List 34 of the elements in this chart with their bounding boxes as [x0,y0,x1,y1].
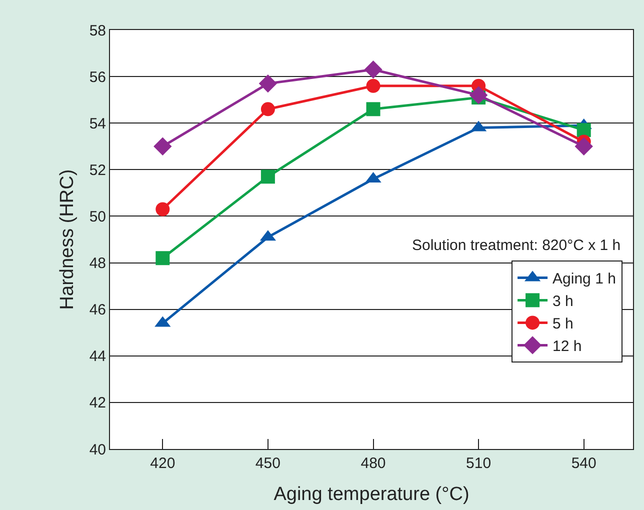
point [364,60,382,79]
y-tick-label: 52 [89,162,106,179]
x-tick-label: 420 [150,455,176,472]
x-tick-label: 510 [466,455,492,472]
y-tick-label: 50 [89,208,106,226]
legend-label: 12 h [552,338,582,356]
y-tick-label: 56 [89,68,106,86]
x-tick-label: 540 [571,455,596,472]
point [156,202,170,216]
x-axis-title: Aging temperature (°C) [274,484,470,505]
point [366,102,380,116]
point [260,170,275,184]
legend-label: 3 h [552,293,574,310]
legend-label: 5 h [552,316,574,333]
point [154,137,172,156]
x-tick-label: 450 [255,455,280,472]
annotation: Solution treatment: 820°C x 1 h [412,237,621,254]
point [366,78,380,93]
point [156,251,170,266]
y-tick-label: 46 [89,302,106,319]
point [469,86,488,104]
y-tick-label: 42 [89,394,106,412]
point [258,74,278,93]
y-axis-title: Hardness (HRC) [57,169,78,310]
y-tick-label: 48 [89,255,106,272]
point [576,123,591,138]
legend-label: Aging 1 h [552,270,616,288]
point [574,137,593,156]
y-tick-label: 44 [89,348,106,366]
x-tick-label: 480 [360,455,386,472]
y-tick-label: 54 [89,115,106,132]
point [260,102,275,116]
y-tick-label: 58 [89,22,106,40]
y-tick-label: 40 [89,441,106,458]
